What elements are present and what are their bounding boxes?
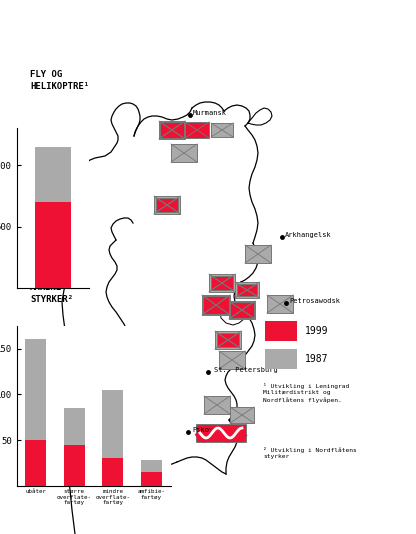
- Bar: [141, 460, 162, 486]
- Text: Petrosawodsk: Petrosawodsk: [289, 298, 340, 304]
- Text: Arkhangelsk: Arkhangelsk: [285, 232, 332, 238]
- Bar: [141, 472, 162, 486]
- Bar: [245, 245, 271, 263]
- Bar: [203, 296, 229, 314]
- Bar: [229, 301, 255, 319]
- Bar: [230, 302, 254, 318]
- Bar: [215, 331, 241, 349]
- Bar: [171, 144, 197, 162]
- Bar: [64, 445, 85, 486]
- Bar: [235, 282, 259, 298]
- Text: MARINE-: MARINE-: [30, 283, 68, 292]
- Bar: [185, 122, 209, 138]
- Bar: [102, 390, 124, 486]
- Bar: [25, 440, 47, 486]
- Bar: [160, 122, 184, 138]
- Bar: [237, 284, 257, 296]
- Bar: [102, 459, 124, 486]
- Bar: [35, 202, 71, 288]
- Text: FLY OG: FLY OG: [30, 70, 62, 79]
- Text: St.  Petersburg: St. Petersburg: [214, 367, 278, 373]
- Bar: [230, 407, 254, 423]
- Bar: [219, 351, 245, 369]
- Bar: [156, 198, 178, 212]
- Bar: [35, 147, 71, 288]
- Bar: [265, 320, 297, 341]
- Text: HELIKOPTRE¹: HELIKOPTRE¹: [30, 82, 89, 91]
- Text: STYRKER²: STYRKER²: [30, 295, 73, 304]
- Bar: [265, 349, 297, 369]
- Text: Pskov: Pskov: [192, 427, 213, 433]
- Text: 1987: 1987: [305, 354, 328, 364]
- Bar: [217, 333, 239, 347]
- Bar: [209, 274, 235, 292]
- Bar: [154, 196, 180, 214]
- Bar: [211, 276, 233, 290]
- Text: 1999: 1999: [305, 326, 328, 336]
- Bar: [267, 295, 293, 313]
- Text: ¹ Utvikling i Leningrad
Militærdistrikt og
Nordflåtens flyvåpen.: ¹ Utvikling i Leningrad Militærdistrikt …: [263, 383, 349, 403]
- Bar: [211, 123, 233, 137]
- Text: ² Utvikling i Nordflåtens
styrker: ² Utvikling i Nordflåtens styrker: [263, 446, 357, 459]
- Bar: [204, 396, 230, 414]
- Text: Murmansk: Murmansk: [193, 110, 227, 116]
- Bar: [64, 408, 85, 486]
- Bar: [25, 340, 47, 486]
- Bar: [202, 295, 230, 315]
- Bar: [196, 424, 246, 442]
- Bar: [159, 121, 185, 139]
